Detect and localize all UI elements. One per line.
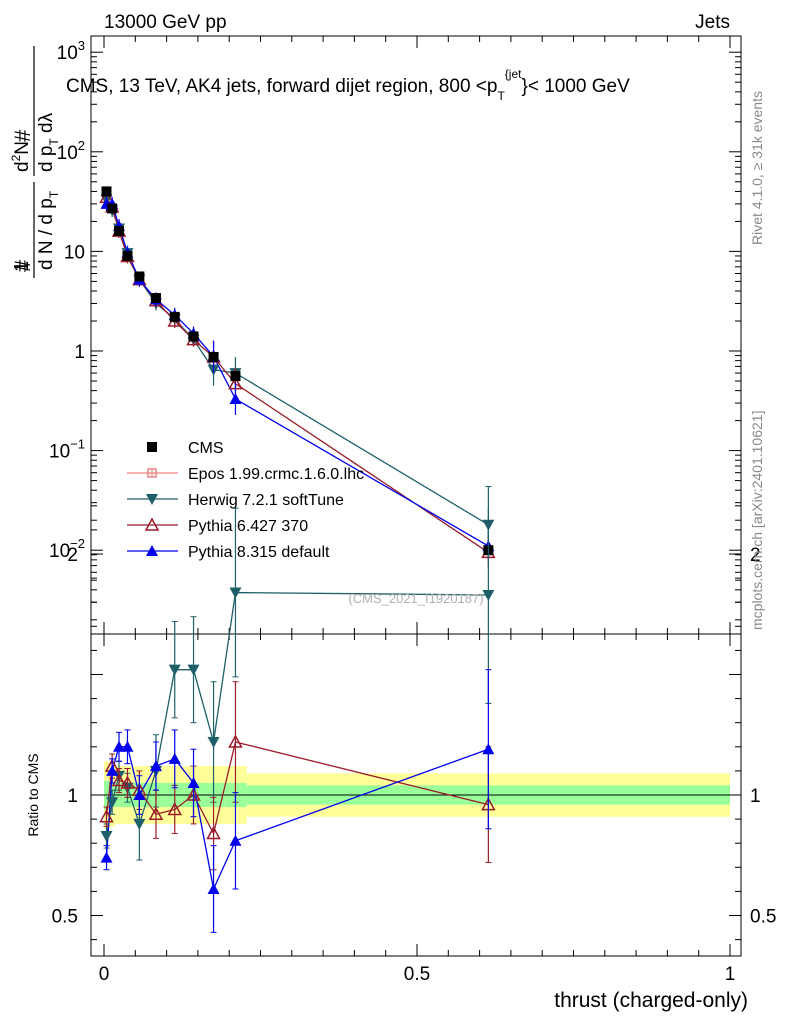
point-cms [150,293,161,304]
point-cms [208,352,219,363]
ratio-point-pythia8 [207,882,220,894]
ratio-point-herwig [133,818,146,830]
ratio-point-pythia6 [206,825,221,840]
ratio-point-pythia8 [149,760,162,772]
point-cms [134,271,145,282]
legend-label-pythia6: Pythia 6.427 370 [188,518,308,535]
point-cms [101,186,112,197]
ylabel-den2: d pT dλ [36,112,61,172]
hash-mark-2: # [10,129,35,142]
y-tick-label: 10−2 [49,536,85,562]
legend-marker-herwig [146,494,158,505]
point-cms [230,371,241,382]
ratio-y-tick-label: 0.5 [52,907,78,928]
x-tick-label: 0 [99,964,110,985]
x-tick-label: 1 [725,964,736,985]
ylabel-num1: 1 [11,261,33,272]
plot-title: CMS, 13 TeV, AK4 jets, forward dijet reg… [66,67,630,103]
series-marks [99,186,496,933]
x-tick-label: 0.5 [404,964,430,985]
ratio-point-pythia8 [133,789,146,800]
x-axis-label: thrust (charged-only) [554,989,748,1012]
y-tick-label: 103 [57,38,85,64]
ratio-point-herwig [168,664,181,676]
ratio-point-herwig [229,587,242,599]
ylabel-den1: d N / d pT [36,190,61,270]
ratio-point-pythia6 [148,806,164,821]
analysis-id: (CMS_2021_I1920187) [348,591,483,606]
ratio-point-pythia8 [482,743,495,755]
ratio-y-tick-label-right: 0.5 [750,907,776,928]
point-cms [114,226,125,237]
legend-marker-data [147,442,157,452]
legend-label-data: CMS [188,440,224,457]
ratio-point-pythia8 [229,834,242,846]
y-tick-label: 10−1 [49,437,85,463]
y-axis-label: 1 d N / d pT d2N d pT dλ [9,46,61,278]
ylabel-num2: d2N [9,141,33,172]
ratio-point-herwig [100,830,113,842]
point-cms [122,250,133,261]
ratio-y-tick-label-right: 2 [750,545,761,566]
ratio-point-pythia6 [111,772,127,787]
mcplots-label: mcplots.cern.ch [arXiv:2401.10621] [749,411,765,630]
y-tick-label: 10 [64,242,85,263]
y-tick-label: 1 [74,342,85,363]
ratio-point-pythia8 [106,764,119,776]
point-cms [188,331,199,342]
hash-mark-1: # [10,259,35,272]
point-pythia8 [229,392,242,404]
energy-label: 13000 GeV pp [104,12,227,33]
legend-label-herwig: Herwig 7.2.1 softTune [188,492,344,509]
ratio-y-tick-label: 2 [67,545,78,566]
ratio-point-pythia6 [228,734,243,748]
ratio-bands [91,761,741,829]
point-cms [107,203,118,214]
ratio-point-pythia8 [121,740,134,752]
ratio-point-herwig [106,797,119,809]
ratio-point-herwig [207,736,220,748]
legend-label-epos: Epos 1.99.crmc.1.6.0.lhc [188,466,364,483]
ratio-point-pythia8 [113,740,126,752]
ratio-y-tick-label-right: 1 [750,786,761,807]
legend-label-pythia8: Pythia 8.315 default [188,544,330,561]
ratio-axis-label: Ratio to CMS [25,753,41,836]
ratio-point-pythia6 [99,809,114,823]
legend-marker-epos [147,468,157,478]
rivet-label: Rivet 4.1.0, ≥ 31k events [749,91,765,245]
legend-marker-pythia6 [144,517,160,531]
point-cms [169,311,180,322]
ratio-point-pythia8 [100,851,113,863]
ratio-point-pythia6 [167,801,183,816]
ratio-point-herwig [187,664,200,676]
legend: CMS Epos 1.99.crmc.1.6.0.lhc Herwig 7.2.1 … [127,440,364,561]
ratio-point-pythia8 [187,776,200,788]
ratio-point-pythia8 [168,752,181,764]
ratio-y-tick-label: 1 [67,786,78,807]
axis-ticks: 0 0.5 1 10−2 10−1 1 10 102 103 0.5 0.5 1 1 2 2 [49,36,776,985]
category-label: Jets [695,12,730,33]
ratio-point-pythia6 [120,775,135,789]
ratio-point-herwig [482,589,495,601]
y-tick-label: 102 [57,138,85,164]
legend-marker-pythia8 [146,545,158,556]
